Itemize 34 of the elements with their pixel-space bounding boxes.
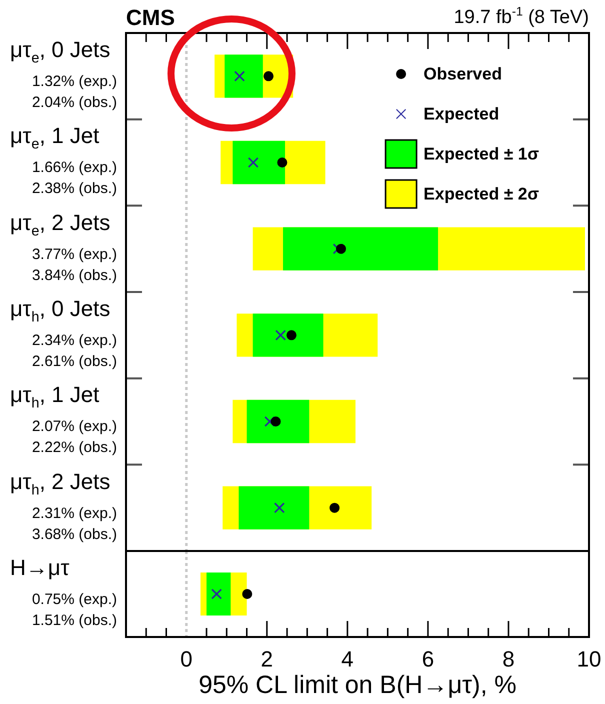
y-tick-label: μτ$_{e}$, 2 Jets [9,210,112,240]
x-tick-label: 10 [576,646,602,672]
text: 2.61% (obs.) [30,352,117,372]
text: 1.51% (obs.) [30,611,117,631]
legend-label: Expected ± 2σ [424,184,540,204]
text: 3.84% (obs.) [30,266,117,286]
text: 1.32% (exp.) [30,72,117,92]
y-tick-label: μτ$_{h}$, 2 Jets [9,468,112,498]
text: 0.75% (exp.) [30,590,117,610]
x-tick-label: 0 [180,646,193,672]
y-tick-label: μτ$_{e}$, 0 Jets [9,37,112,66]
y-tick-label: μτ$_{h}$, 1 Jet [9,382,100,412]
x-tick-label: 4 [341,646,354,672]
text: 2.34% (exp.) [30,331,117,351]
x-tick-label: 8 [502,646,515,672]
text: 2.38% (obs.) [30,179,117,200]
x-axis-title: 95% CL limit on B(H→μτ), % [198,670,516,699]
y-tick-label: H→μτ [9,555,70,581]
text: 3.68% (obs.) [30,524,117,545]
y-tick-label: μτ$_{e}$, 1 Jet [9,123,100,153]
x-tick-label: 2 [260,646,274,672]
legend-label: Expected [424,104,500,124]
text: 2.22% (obs.) [30,438,117,458]
legend-label: Expected ± 1σ [424,144,540,164]
text: 2.04% (obs.) [30,93,117,113]
text: 2.31% (exp.) [30,504,117,524]
text: 1.66% (exp.) [30,158,117,178]
y-tick-label: μτ$_{h}$, 0 Jets [9,296,112,326]
x-tick-label: 6 [422,646,434,672]
text: 2.07% (exp.) [30,417,117,438]
text: 3.77% (exp.) [30,244,117,265]
chart-subtitle: 19.7 fb$^{-1}$ (8 TeV) [454,4,589,30]
legend-label: Observed [424,64,502,84]
chart-title: CMS [126,5,175,31]
